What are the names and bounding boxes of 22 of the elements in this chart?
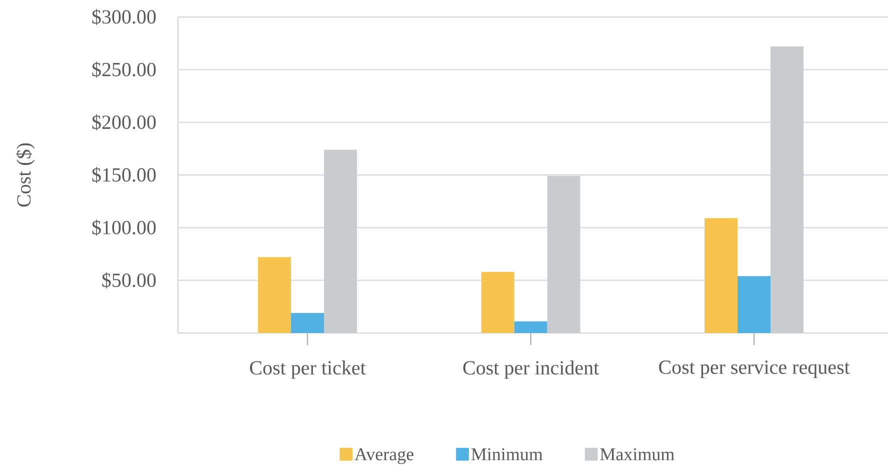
x-tick-label: Cost per ticket — [250, 360, 366, 379]
y-tick-label: $150.00 — [92, 167, 156, 183]
y-axis-title: Cost ($) — [16, 143, 35, 207]
bar — [324, 150, 357, 333]
y-tick-label: $200.00 — [92, 114, 156, 130]
bar — [291, 312, 324, 333]
bar — [547, 176, 580, 333]
y-tick-label: $250.00 — [92, 62, 156, 78]
bar — [514, 321, 548, 333]
legend-label: Minimum — [471, 448, 543, 460]
legend-label: Average — [354, 448, 414, 464]
bar — [258, 257, 291, 333]
y-tick-label: $100.00 — [92, 220, 156, 236]
x-tick-label: Cost per service request — [659, 360, 850, 378]
bar — [704, 218, 738, 333]
bar — [481, 272, 514, 333]
y-tick-label: $300.00 — [92, 9, 156, 25]
bar — [738, 276, 771, 333]
y-tick-label: $50.00 — [102, 272, 156, 288]
bar — [770, 46, 804, 333]
legend-label: Maximum — [600, 448, 674, 460]
x-tick-label: Cost per incident — [463, 360, 599, 379]
